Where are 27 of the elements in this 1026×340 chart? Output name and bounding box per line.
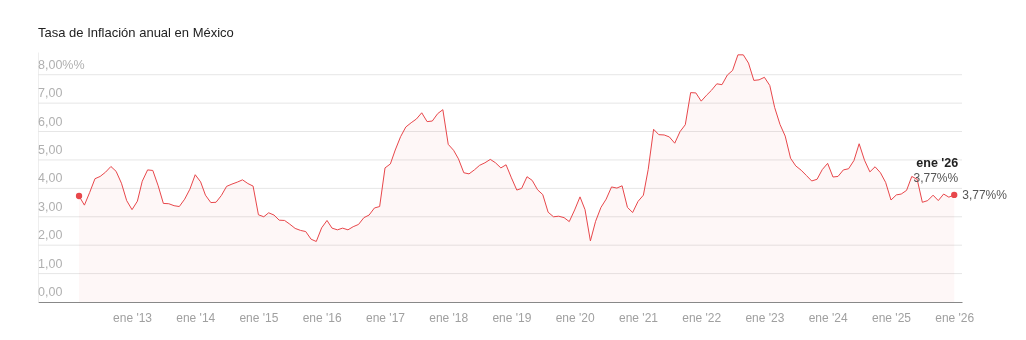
y-tick-label: 7,00 (38, 86, 63, 101)
y-tick-label: 8,00%% (38, 57, 85, 72)
x-tick-label: ene '16 (302, 310, 342, 325)
x-tick-label: ene '23 (745, 310, 785, 325)
x-tick-label: ene '22 (682, 310, 722, 325)
y-tick-label: 0,00 (38, 285, 63, 299)
y-tick-label: 2,00 (38, 228, 63, 243)
y-tick-label: 3,00 (38, 199, 63, 214)
x-tick-label: ene '15 (239, 310, 279, 325)
x-tick-label: ene '13 (113, 310, 153, 325)
y-tick-label: 1,00 (38, 256, 63, 271)
annotation: 3,77%% (913, 170, 959, 185)
x-tick-label: ene '19 (492, 310, 532, 325)
x-tick-label: ene '25 (872, 310, 912, 325)
x-tick-label: ene '21 (619, 310, 659, 325)
annotation: 3,77%% (962, 187, 1008, 202)
annotation: ene '26 (916, 155, 959, 170)
y-tick-label: 6,00 (38, 114, 63, 129)
x-tick-label: ene '20 (555, 310, 595, 325)
chart-title: Tasa de Inflación anual en México (38, 25, 234, 40)
y-tick-label: 4,00 (38, 171, 63, 186)
x-tick-label: ene '18 (429, 310, 469, 325)
x-tick-label: ene '17 (366, 310, 406, 325)
x-tick-label: ene '14 (176, 310, 216, 325)
x-tick-label: ene '24 (808, 310, 848, 325)
x-tick-label: ene '26 (935, 310, 975, 325)
y-tick-label: 5,00 (38, 142, 63, 157)
